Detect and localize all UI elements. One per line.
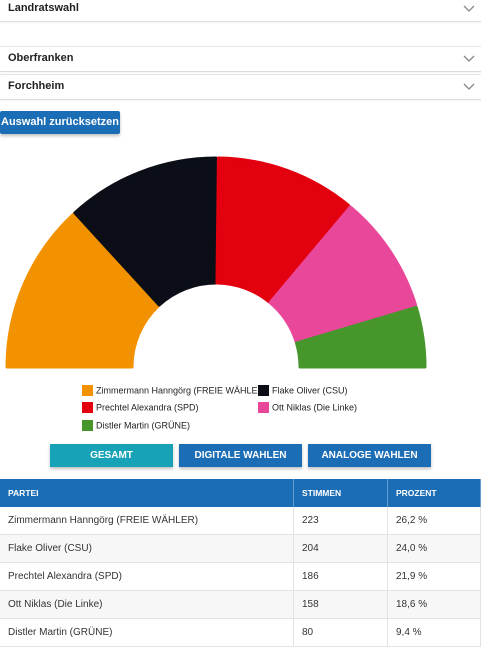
legend-swatch <box>82 402 93 414</box>
cell-votes: 158 <box>293 590 388 619</box>
chevron-down-icon <box>463 55 475 62</box>
table-row: Prechtel Alexandra (SPD) 186 21,9 % <box>0 562 481 591</box>
cell-percent: 24,0 % <box>387 534 481 563</box>
chart-segment[interactable] <box>295 305 427 369</box>
cell-party: Flake Oliver (CSU) <box>0 534 294 563</box>
chevron-down-icon <box>463 5 475 12</box>
legend-item[interactable]: Distler Martin (GRÜNE) <box>82 420 190 432</box>
cell-percent: 26,2 % <box>387 507 481 535</box>
reset-selection-button[interactable]: Auswahl zurücksetzen <box>0 111 120 134</box>
legend-label: Prechtel Alexandra (SPD) <box>96 402 199 413</box>
cell-votes: 80 <box>293 618 388 647</box>
tab-total[interactable]: GESAMT <box>50 444 173 467</box>
legend-swatch <box>82 385 93 397</box>
legend-swatch <box>82 420 93 432</box>
legend-label: Flake Oliver (CSU) <box>272 385 348 396</box>
chart-segment[interactable] <box>73 156 218 307</box>
cell-party: Distler Martin (GRÜNE) <box>0 618 294 647</box>
cell-party: Prechtel Alexandra (SPD) <box>0 562 294 591</box>
cell-percent: 21,9 % <box>387 562 481 591</box>
cell-percent: 18,6 % <box>387 590 481 619</box>
legend-item[interactable]: Zimmermann Hanngörg (FREIE WÄHLER) <box>82 385 267 397</box>
cell-party: Zimmermann Hanngörg (FREIE WÄHLER) <box>0 507 294 535</box>
cell-party: Ott Niklas (Die Linke) <box>0 590 294 619</box>
table-row: Distler Martin (GRÜNE) 80 9,4 % <box>0 618 481 647</box>
chart-segment[interactable] <box>215 156 350 304</box>
legend-swatch <box>258 385 269 397</box>
select-region-value: Oberfranken <box>8 52 74 64</box>
cell-votes: 204 <box>293 534 388 563</box>
cell-percent: 9,4 % <box>387 618 481 647</box>
table-row: Ott Niklas (Die Linke) 158 18,6 % <box>0 590 481 619</box>
legend-swatch <box>258 402 269 414</box>
select-election-type-value: Landratswahl <box>8 2 79 14</box>
select-region[interactable]: Oberfranken <box>0 46 481 72</box>
tab-digital[interactable]: DIGITALE WAHLEN <box>179 444 302 467</box>
table-row: Zimmermann Hanngörg (FREIE WÄHLER) 223 26,… <box>0 507 481 535</box>
legend-item[interactable]: Ott Niklas (Die Linke) <box>258 402 357 414</box>
tab-analog[interactable]: ANALOGE WAHLEN <box>308 444 431 467</box>
chart-segment[interactable] <box>5 213 161 369</box>
select-district-value: Forchheim <box>8 80 65 92</box>
col-header-party: PARTEI <box>0 479 294 507</box>
results-table: PARTEI STIMMEN PROZENT Zimmermann Hanngö… <box>0 479 481 647</box>
results-chart <box>5 156 427 369</box>
legend-item[interactable]: Flake Oliver (CSU) <box>258 385 348 397</box>
col-header-percent: PROZENT <box>387 479 481 507</box>
select-election-type[interactable]: Landratswahl <box>0 0 481 22</box>
legend-label: Zimmermann Hanngörg (FREIE WÄHLER) <box>96 385 268 396</box>
cell-votes: 186 <box>293 562 388 591</box>
col-header-votes: STIMMEN <box>293 479 388 507</box>
legend-label: Ott Niklas (Die Linke) <box>272 402 358 413</box>
legend-label: Distler Martin (GRÜNE) <box>96 420 191 431</box>
table-row: Flake Oliver (CSU) 204 24,0 % <box>0 534 481 563</box>
legend-item[interactable]: Prechtel Alexandra (SPD) <box>82 402 199 414</box>
cell-votes: 223 <box>293 507 388 535</box>
chart-segment[interactable] <box>268 205 418 344</box>
select-district[interactable]: Forchheim <box>0 74 481 100</box>
chevron-down-icon <box>463 83 475 90</box>
table-header-row: PARTEI STIMMEN PROZENT <box>0 479 481 507</box>
